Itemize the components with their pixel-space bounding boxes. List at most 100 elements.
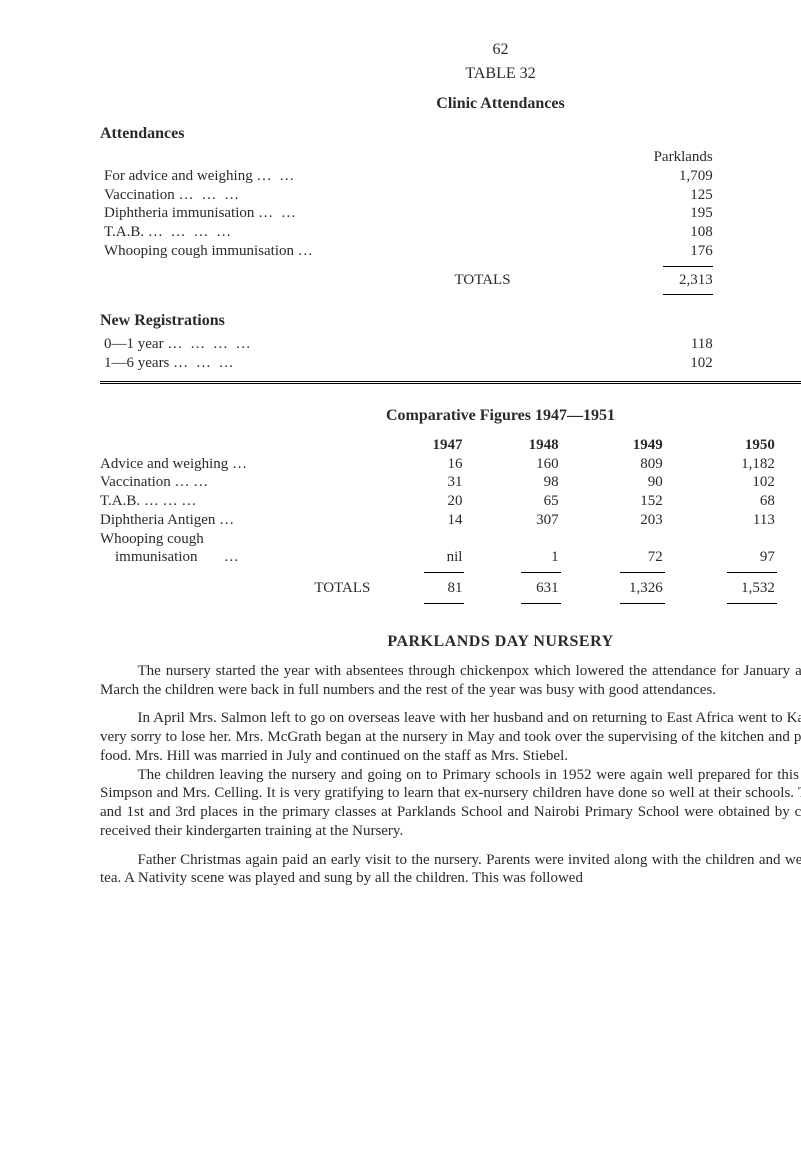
cell: 16 — [380, 455, 468, 474]
cell: 102 — [669, 473, 781, 492]
cell: 8 — [717, 223, 801, 242]
cell: 98 — [468, 473, 564, 492]
cell: 20 — [380, 492, 468, 511]
year-col: 1949 — [565, 436, 669, 455]
cell: 1 — [468, 548, 564, 567]
year-col: 1947 — [380, 436, 468, 455]
cell: 113 — [669, 511, 781, 530]
clinic-title: Clinic Attendances — [100, 94, 801, 114]
cell: 118 — [541, 335, 717, 354]
totals-row: TOTALS 81 631 1,326 1,532 3,094 — [100, 573, 801, 598]
table-row: Diphtheria immunisation … … 195 61 — [100, 204, 801, 223]
comparative-title: Comparative Figures 1947—1951 — [100, 406, 801, 426]
row-label: For advice and weighing — [104, 168, 253, 184]
cell: 108 — [541, 223, 717, 242]
cell: 160 — [468, 455, 564, 474]
cell: 809 — [565, 455, 669, 474]
divider — [100, 383, 801, 384]
row-label: Advice and weighing … — [100, 455, 380, 474]
newreg-table: 0—1 year … … … … 118 56 1—6 years … … … … — [100, 335, 801, 373]
row-label: Vaccination … … — [100, 473, 380, 492]
cell: 152 — [565, 492, 669, 511]
row-label: 1—6 years — [104, 355, 169, 371]
cell: 61 — [717, 204, 801, 223]
newreg-heading: New Registrations — [100, 311, 801, 331]
cell: 203 — [565, 511, 669, 530]
row-label: immunisation … — [100, 548, 380, 567]
page-number: 62 — [100, 40, 801, 60]
cell: 195 — [541, 204, 717, 223]
cell: 65 — [468, 492, 564, 511]
totals-cell: 1,326 — [565, 573, 669, 598]
row-label: Whooping cough immunisation — [104, 243, 294, 259]
table-row: 1—6 years … … … 102 47 — [100, 354, 801, 373]
cell: 177 — [781, 473, 801, 492]
year-col: 1948 — [468, 436, 564, 455]
col-parklands: Parklands — [541, 148, 717, 167]
cell: 1,182 — [669, 455, 781, 474]
table-row: Diphtheria Antigen … 14 307 203 113 256 — [100, 511, 801, 530]
table-head-row: Parklands Ngong Road — [100, 148, 801, 167]
table-row: Vaccination … … 31 98 90 102 177 — [100, 473, 801, 492]
table-row: Whooping cough — [100, 530, 801, 549]
row-label: T.A.B. … … … — [100, 492, 380, 511]
totals-cell: 631 — [468, 573, 564, 598]
cell: 90 — [565, 473, 669, 492]
cell: 56 — [717, 335, 801, 354]
cell: 88 — [717, 242, 801, 261]
year-col: 1951 — [781, 436, 801, 455]
table-head-row: 1947 1948 1949 1950 1951 — [100, 436, 801, 455]
table-row: T.A.B. … … … 20 65 152 68 116 — [100, 492, 801, 511]
cell: 72 — [565, 548, 669, 567]
cell: 14 — [380, 511, 468, 530]
cell: 52 — [717, 186, 801, 205]
row-label: T.A.B. — [104, 224, 144, 240]
paragraph: The nursery started the year with absent… — [100, 662, 801, 700]
paragraph: The children leaving the nursery and goi… — [100, 766, 801, 841]
table-row: T.A.B. … … … … 108 8 — [100, 223, 801, 242]
col-ngong: Ngong Road — [717, 148, 801, 167]
year-col: 1950 — [669, 436, 781, 455]
cell: 97 — [669, 548, 781, 567]
cell: 102 — [541, 354, 717, 373]
table-row: immunisation … nil 1 72 97 234 — [100, 548, 801, 567]
divider — [100, 381, 801, 382]
row-label: Diphtheria immunisation — [104, 205, 254, 221]
cell: 176 — [541, 242, 717, 261]
cell: 307 — [468, 511, 564, 530]
cell: 68 — [669, 492, 781, 511]
row-label: 0—1 year — [104, 336, 164, 352]
attendances-table: Parklands Ngong Road For advice and weig… — [100, 148, 801, 295]
cell: 47 — [717, 354, 801, 373]
totals-row: TOTALS 2,313 781 — [100, 267, 801, 290]
totals-cell: 781 — [717, 267, 801, 290]
cell: 234 — [781, 548, 801, 567]
paragraph: In April Mrs. Salmon left to go on overs… — [100, 709, 801, 765]
totals-label: TOTALS — [100, 267, 541, 290]
cell: 125 — [541, 186, 717, 205]
table-row: Vaccination … … … 125 52 — [100, 186, 801, 205]
row-label: Vaccination — [104, 187, 175, 203]
table-row: Advice and weighing … 16 160 809 1,182 2… — [100, 455, 801, 474]
cell: 2,311 — [781, 455, 801, 474]
row-label: Whooping cough — [100, 530, 380, 549]
cell: 1,709 — [541, 167, 717, 186]
totals-cell: 1,532 — [669, 573, 781, 598]
cell: 31 — [380, 473, 468, 492]
paragraph: Father Christmas again paid an early vis… — [100, 851, 801, 889]
cell: nil — [380, 548, 468, 567]
nursery-title: PARKLANDS DAY NURSERY — [100, 632, 801, 652]
totals-label: TOTALS — [100, 573, 380, 598]
table-label: TABLE 32 — [100, 64, 801, 84]
cell: 116 — [781, 492, 801, 511]
cell: 602 — [717, 167, 801, 186]
cell: 256 — [781, 511, 801, 530]
attendances-heading: Attendances — [100, 124, 801, 144]
totals-cell: 2,313 — [541, 267, 717, 290]
table-row: 0—1 year … … … … 118 56 — [100, 335, 801, 354]
comparative-table: 1947 1948 1949 1950 1951 Advice and weig… — [100, 436, 801, 604]
totals-cell: 81 — [380, 573, 468, 598]
row-label: Diphtheria Antigen … — [100, 511, 380, 530]
totals-cell: 3,094 — [781, 573, 801, 598]
table-row: For advice and weighing … … 1,709 602 — [100, 167, 801, 186]
